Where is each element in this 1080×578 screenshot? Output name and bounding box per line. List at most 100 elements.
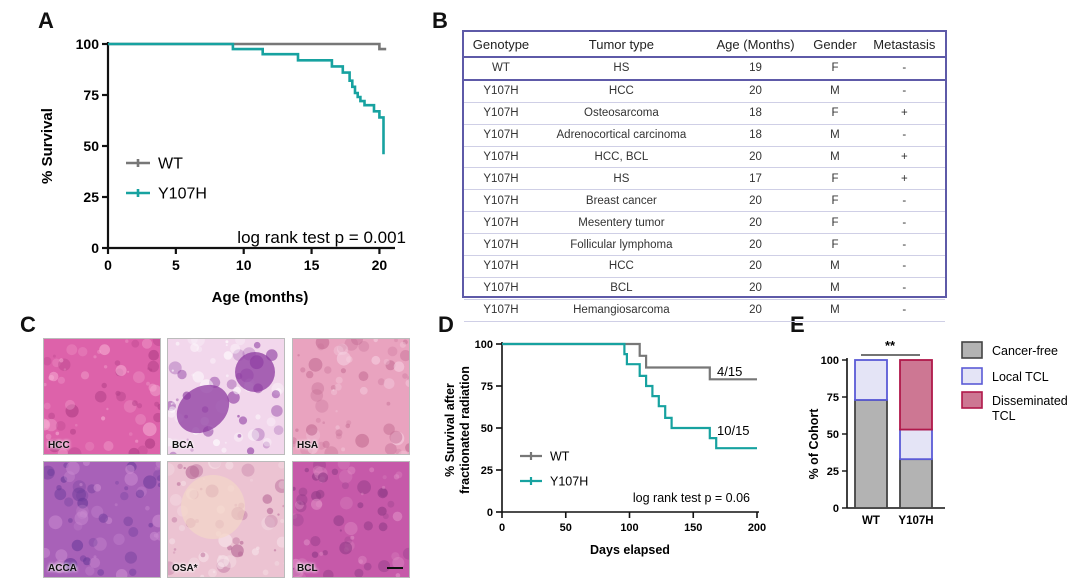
table-row: Y107H HCC 20 M - (464, 255, 945, 278)
x-tick-label: 10 (236, 257, 252, 273)
y-tick-label: 50 (83, 138, 99, 154)
table-row: Y107H Breast cancer 20 F - (464, 189, 945, 213)
table-cell: Follicular lymphoma (537, 233, 705, 257)
panel-letter-d: D (438, 312, 454, 337)
tissue-texture (44, 462, 160, 577)
bar-y107h-disseminated-tcl (899, 359, 933, 431)
table-cell: - (863, 189, 945, 213)
histology-image-bcl: BCL (292, 461, 410, 578)
histology-image-acca: ACCA (43, 461, 161, 578)
y-tick-label: 100 (821, 355, 839, 367)
table-cell: M (806, 255, 864, 278)
table-cell: Mesentery tumor (537, 211, 705, 235)
table-row: Y107H Osteosarcoma 18 F + (464, 102, 945, 125)
end-label-y107h: 10/15 (717, 423, 750, 438)
table-cell: + (863, 146, 945, 169)
table-cell: Y107H (464, 299, 538, 322)
table-row: Y107H Mesentery tumor 20 F - (464, 211, 945, 235)
table-cell: 20 (704, 277, 807, 300)
table-cell: M (806, 146, 864, 169)
scale-bar (387, 567, 403, 569)
table-row: Y107H BCL 20 M - (464, 277, 945, 300)
table-cell: Y107H (464, 277, 538, 300)
tissue-texture (293, 339, 409, 454)
survival-chart-radiation: 0 25 50 75 100 0 50 100 150 200 WT Y107H log rank … (443, 339, 766, 557)
x-tick-label: Y107H (898, 515, 933, 527)
tissue-texture (293, 462, 409, 577)
table-header-row: Genotype Tumor type Age (Months) Gender Meta… (464, 32, 945, 58)
table-cell: Y107H (464, 189, 538, 213)
table-cell: - (863, 57, 945, 81)
bar-y107h-local-tcl (899, 428, 933, 461)
table-cell: - (863, 277, 945, 300)
table-cell: 17 (704, 167, 807, 191)
table-cell: HS (537, 167, 705, 191)
y-tick-label: 50 (481, 423, 493, 435)
table-cell: 20 (704, 79, 807, 103)
column-header: Metastasis (863, 32, 945, 58)
table-cell: Y107H (464, 255, 538, 278)
y-tick-label: 25 (83, 189, 99, 205)
end-label-wt: 4/15 (717, 364, 742, 379)
y-axis-label-line-1: % Survival after (443, 383, 457, 477)
table-cell: - (863, 79, 945, 103)
table-cell: 20 (704, 211, 807, 235)
histology-image-osa: OSA* (167, 461, 285, 578)
x-tick-label: 20 (372, 257, 388, 273)
table-cell: Y107H (464, 233, 538, 257)
panel-letter-b: B (432, 8, 448, 33)
table-cell: 19 (704, 57, 807, 81)
log-rank-annotation: log rank test p = 0.06 (633, 491, 750, 505)
y-tick-label: 75 (481, 381, 493, 393)
table-cell: BCL (537, 277, 705, 300)
table-cell: F (806, 57, 864, 81)
table-cell: Y107H (464, 146, 538, 169)
cohort-bar-chart: 0 25 50 75 100 WT Y107H Cancer-free Local TCL Di… (807, 338, 1068, 527)
table-cell: F (806, 233, 864, 257)
histology-label: BCA (172, 440, 194, 451)
histology-label: ACCA (48, 563, 77, 574)
table-cell: WT (464, 57, 538, 81)
table-cell: Y107H (464, 211, 538, 235)
legend-label: WT (158, 156, 183, 173)
table-cell: - (863, 233, 945, 257)
table-cell: + (863, 102, 945, 125)
x-tick-label: 0 (104, 257, 112, 273)
column-header: Genotype (464, 32, 538, 58)
y-axis-label-line-2: fractionated radiation (458, 366, 472, 494)
legend-swatch (961, 391, 983, 409)
series-line-y107h (502, 342, 757, 450)
table-cell: M (806, 277, 864, 300)
table-cell: + (863, 167, 945, 191)
y-tick-label: 75 (83, 87, 99, 103)
x-tick-label: 15 (304, 257, 320, 273)
legend-swatch (961, 367, 983, 385)
panel-letter-c: C (20, 312, 36, 337)
histology-image-hsa: HSA (292, 338, 410, 455)
table-cell: Breast cancer (537, 189, 705, 213)
table-cell: HCC, BCL (537, 146, 705, 169)
significance-marker: ** (885, 338, 896, 353)
histology-label: OSA* (172, 563, 198, 574)
table-cell: HCC (537, 255, 705, 278)
x-axis-label: Age (months) (212, 289, 309, 306)
y-tick-label: 0 (91, 240, 99, 256)
table-cell: HCC (537, 79, 705, 103)
legend-label: Y107H (550, 474, 588, 488)
y-tick-label: 0 (833, 503, 839, 515)
table-cell: - (863, 255, 945, 278)
tumor-table: Genotype Tumor type Age (Months) Gender Meta… (462, 30, 947, 322)
legend-label: TCL (992, 409, 1016, 423)
x-tick-label: 100 (620, 522, 638, 534)
column-header: Gender (806, 32, 864, 58)
series-line-y107h (108, 42, 385, 155)
table-cell: F (806, 167, 864, 191)
table-cell: Y107H (464, 167, 538, 191)
tissue-texture (44, 339, 160, 454)
table-cell: F (806, 211, 864, 235)
legend-swatch (961, 341, 983, 359)
table-cell: 20 (704, 146, 807, 169)
table-cell: Y107H (464, 124, 538, 147)
histology-label: HSA (297, 440, 319, 451)
legend-label: WT (550, 449, 570, 463)
